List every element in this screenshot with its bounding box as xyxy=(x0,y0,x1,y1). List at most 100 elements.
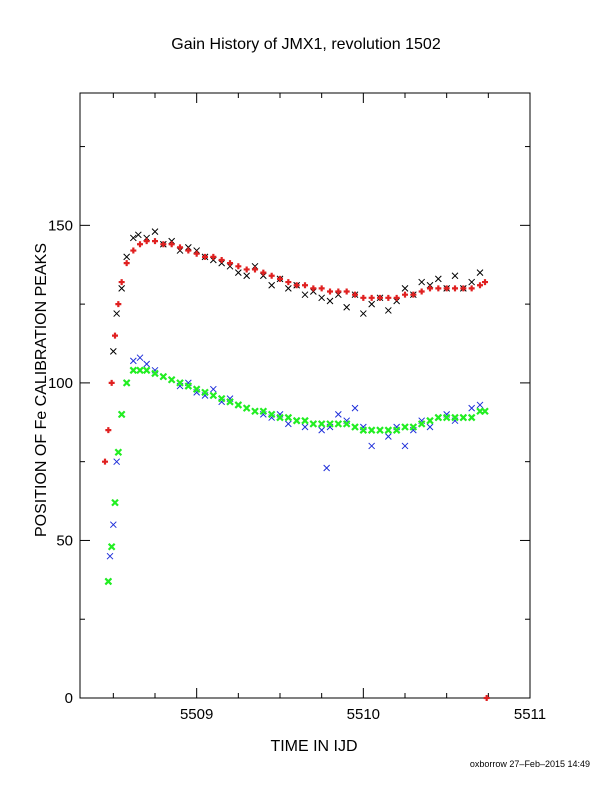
data-point xyxy=(111,498,119,507)
data-point xyxy=(427,285,433,292)
data-point xyxy=(468,285,475,292)
x-tick-label: 5510 xyxy=(347,706,380,723)
x-tick-label: 5509 xyxy=(180,706,213,723)
data-point xyxy=(452,285,458,292)
y-tick-label: 100 xyxy=(48,375,73,392)
data-point xyxy=(402,291,408,298)
data-point xyxy=(360,294,367,301)
data-point xyxy=(442,413,451,422)
data-point xyxy=(310,285,317,292)
data-point xyxy=(176,247,184,254)
data-point xyxy=(384,307,392,314)
data-point xyxy=(184,244,192,251)
data-point xyxy=(209,256,217,264)
footer-credit: oxborrow 27–Feb–2015 14:49 xyxy=(469,759,590,769)
data-point xyxy=(142,366,151,375)
data-point xyxy=(434,275,442,283)
data-point xyxy=(417,420,426,428)
data-point xyxy=(143,360,151,368)
data-point xyxy=(152,238,158,245)
data-point xyxy=(104,577,113,586)
data-point xyxy=(234,269,242,276)
data-point xyxy=(401,442,409,450)
data-point xyxy=(251,407,259,416)
data-point xyxy=(217,394,226,403)
x-tick-label: 5511 xyxy=(514,706,546,723)
data-point xyxy=(109,348,117,355)
data-point xyxy=(117,410,126,419)
data-point xyxy=(105,427,112,434)
data-point xyxy=(392,426,401,434)
data-point xyxy=(277,275,283,282)
data-point xyxy=(318,294,326,302)
data-point xyxy=(106,552,114,560)
data-point xyxy=(393,294,400,301)
data-point xyxy=(483,695,490,701)
data-marks xyxy=(102,228,490,701)
data-point xyxy=(368,442,376,450)
data-point xyxy=(143,238,150,245)
data-point xyxy=(451,413,459,422)
data-point xyxy=(159,372,168,381)
data-point xyxy=(301,423,309,431)
data-point xyxy=(318,426,326,434)
data-point xyxy=(359,426,368,434)
axis-ticks xyxy=(80,93,531,699)
data-point xyxy=(218,257,225,264)
data-point xyxy=(134,231,142,239)
data-point xyxy=(185,247,192,254)
chart-title: Gain History of JMX1, revolution 1502 xyxy=(171,36,441,53)
data-point xyxy=(118,285,126,292)
data-point xyxy=(284,413,293,422)
data-point xyxy=(467,413,476,422)
data-point xyxy=(301,291,309,299)
data-point xyxy=(418,278,426,286)
data-point xyxy=(367,426,376,434)
data-point xyxy=(123,260,130,267)
data-point xyxy=(468,278,476,286)
data-point xyxy=(401,285,409,292)
data-point xyxy=(459,413,468,422)
data-point xyxy=(114,448,123,456)
data-point xyxy=(192,385,201,393)
plot-frame xyxy=(79,92,531,699)
data-point xyxy=(202,253,208,260)
data-point xyxy=(209,391,218,400)
data-point xyxy=(409,423,418,431)
data-point xyxy=(335,288,342,295)
data-point xyxy=(410,291,417,298)
data-point xyxy=(385,294,392,301)
data-point xyxy=(426,281,434,289)
data-point xyxy=(468,404,476,412)
tick-labels: 5509 5510 5511 0 50 100 150 xyxy=(48,217,546,723)
data-point xyxy=(136,366,144,375)
data-point xyxy=(243,266,250,273)
data-point xyxy=(377,294,383,301)
data-point xyxy=(243,272,251,280)
data-point xyxy=(209,385,217,393)
data-point xyxy=(122,379,131,387)
data-point xyxy=(434,413,443,422)
y-tick-label: 0 xyxy=(65,690,73,707)
data-point xyxy=(451,272,459,280)
data-point xyxy=(284,285,292,292)
data-point xyxy=(137,241,143,248)
data-point xyxy=(368,300,376,308)
data-point xyxy=(359,310,367,317)
data-point xyxy=(323,464,331,472)
data-point xyxy=(285,279,292,286)
data-point xyxy=(426,416,434,425)
y-tick-label: 150 xyxy=(48,217,73,234)
data-point xyxy=(401,423,409,431)
data-point xyxy=(351,404,359,412)
data-point xyxy=(443,285,450,292)
data-point xyxy=(218,259,226,267)
data-point xyxy=(151,369,159,378)
data-point xyxy=(351,423,359,431)
data-point xyxy=(177,244,183,251)
data-point xyxy=(242,404,251,412)
data-point xyxy=(309,420,318,428)
data-point xyxy=(252,266,258,273)
data-point xyxy=(292,416,301,425)
